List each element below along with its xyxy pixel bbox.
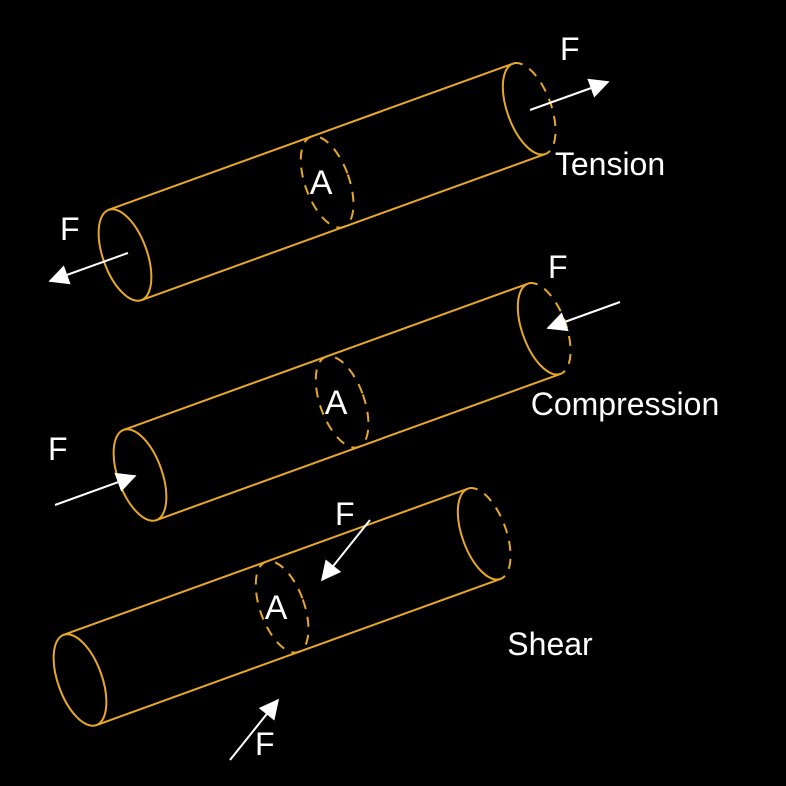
shear-force-label-0: F: [335, 496, 355, 532]
compression-area-label: A: [325, 384, 348, 422]
tension-title: Tension: [555, 146, 665, 182]
tension-force-label-1: F: [560, 31, 580, 67]
compression-force-label-1: F: [548, 249, 568, 285]
shear-force-label-1: F: [255, 726, 275, 762]
compression-title: Compression: [531, 386, 720, 422]
stress-diagram: A Tension F F A Compression F F A Shear F F: [0, 0, 786, 786]
tension-force-label-0: F: [60, 211, 80, 247]
shear-area-label: A: [265, 589, 288, 627]
compression-force-label-0: F: [48, 431, 68, 467]
shear-title: Shear: [507, 626, 593, 662]
tension-area-label: A: [310, 164, 333, 202]
